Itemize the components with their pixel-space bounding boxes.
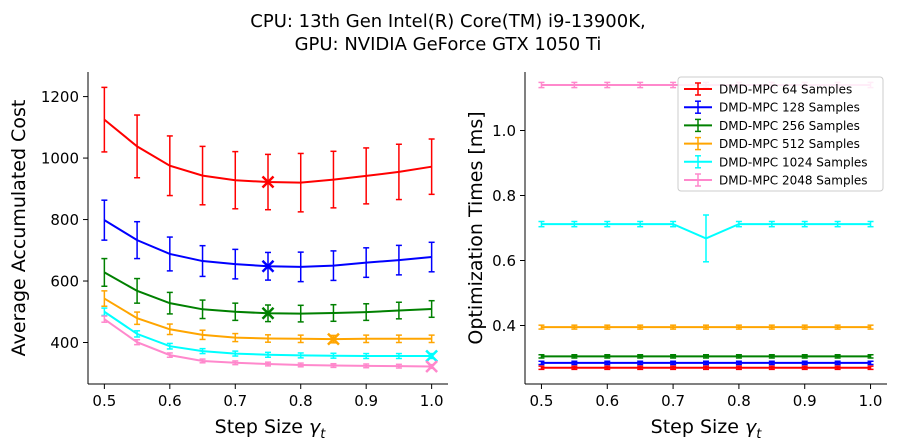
cost-y-tick-label: 400: [50, 334, 79, 352]
time-y-tick-label: 1.0: [492, 122, 516, 140]
cost-best-marker-b: [425, 360, 439, 373]
figure-title-line1: CPU: 13th Gen Intel(R) Core(TM) i9-13900…: [250, 11, 645, 32]
time-x-tick-label: 1.0: [859, 392, 883, 410]
legend-item-6: DMD-MPC 2048 Samples: [684, 173, 868, 188]
cost-y-tick-label: 1200: [41, 88, 79, 106]
legend-items: DMD-MPC 64 Samples DMD-MPC 128 Samples DMD…: [684, 82, 868, 188]
legend-frame: [677, 76, 884, 192]
cost-best-marker-b: [261, 306, 275, 320]
time-y-tick-label: 0.8: [492, 187, 516, 205]
cost-series-6: [101, 315, 439, 373]
cost-chart: 0.5 0.6 0.7 0.8 0.9 1.0 400 600 800 1000 1200 Aver…: [8, 72, 448, 442]
time-axes-layer: 0.5 0.6 0.7 0.8 0.9 1.0 0.4 0.6 0.8 1.0: [492, 72, 887, 410]
cost-best-marker-b: [261, 259, 275, 273]
cost-x-tick-label: 1.0: [420, 392, 444, 410]
cost-best-marker-b: [425, 349, 439, 363]
time-x-tick-label: 0.7: [661, 392, 685, 410]
time-x-tick-label: 0.5: [530, 392, 554, 410]
cost-best-marker-b: [327, 332, 340, 346]
legend: DMD-MPC 64 Samples DMD-MPC 128 Samples DMD…: [677, 76, 884, 192]
cost-x-tick-label: 0.6: [158, 392, 182, 410]
figure-title-line2: GPU: NVIDIA GeForce GTX 1050 Ti: [295, 34, 602, 55]
time-chart: 0.5 0.6 0.7 0.8 0.9 1.0 0.4 0.6 0.8 1.0 Optimizat…: [465, 72, 887, 442]
legend-item-3: DMD-MPC 256 Samples: [684, 118, 860, 133]
cost-series-layer: [101, 86, 439, 373]
time-series-4: [538, 324, 874, 330]
legend-label: DMD-MPC 1024 Samples: [719, 155, 868, 169]
legend-label: DMD-MPC 128 Samples: [719, 101, 860, 115]
cost-series-3: [101, 257, 435, 323]
cost-ylabel: Average Accumulated Cost: [8, 100, 30, 357]
legend-item-1: DMD-MPC 64 Samples: [684, 82, 852, 97]
cost-series-2: [101, 199, 435, 283]
time-series-3: [538, 354, 874, 359]
cost-axes-layer: 0.5 0.6 0.7 0.8 0.9 1.0 400 600 800 1000 1200: [41, 72, 448, 410]
cost-xlabel: Step Size γt: [215, 416, 327, 442]
time-x-tick-label: 0.8: [727, 392, 751, 410]
cost-best-marker-b: [261, 175, 275, 189]
legend-item-2: DMD-MPC 128 Samples: [684, 100, 860, 115]
time-ylabel: Optimization Times [ms]: [465, 111, 487, 344]
cost-y-tick-label: 1000: [41, 150, 79, 168]
time-series-2: [538, 360, 874, 366]
cost-series-1: [101, 86, 435, 213]
legend-item-4: DMD-MPC 512 Samples: [684, 136, 860, 151]
time-series-5: [538, 214, 874, 263]
time-x-tick-label: 0.6: [595, 392, 619, 410]
legend-label: DMD-MPC 64 Samples: [719, 83, 852, 97]
time-y-tick-label: 0.4: [492, 317, 516, 335]
time-y-tick-label: 0.6: [492, 252, 516, 270]
cost-x-tick-label: 0.7: [223, 392, 247, 410]
legend-label: DMD-MPC 256 Samples: [719, 119, 860, 133]
cost-x-tick-label: 0.8: [289, 392, 313, 410]
cost-y-tick-label: 800: [50, 211, 79, 229]
cost-x-tick-label: 0.5: [92, 392, 116, 410]
time-series-1: [538, 365, 874, 371]
legend-item-5: DMD-MPC 1024 Samples: [684, 155, 868, 169]
legend-label: DMD-MPC 2048 Samples: [719, 174, 868, 188]
cost-x-tick-label: 0.9: [354, 392, 378, 410]
time-x-tick-label: 0.9: [793, 392, 817, 410]
cost-y-tick-label: 600: [50, 273, 79, 291]
time-xlabel: Step Size γt: [651, 416, 763, 442]
cost-series-4: [101, 290, 435, 346]
legend-label: DMD-MPC 512 Samples: [719, 137, 860, 151]
